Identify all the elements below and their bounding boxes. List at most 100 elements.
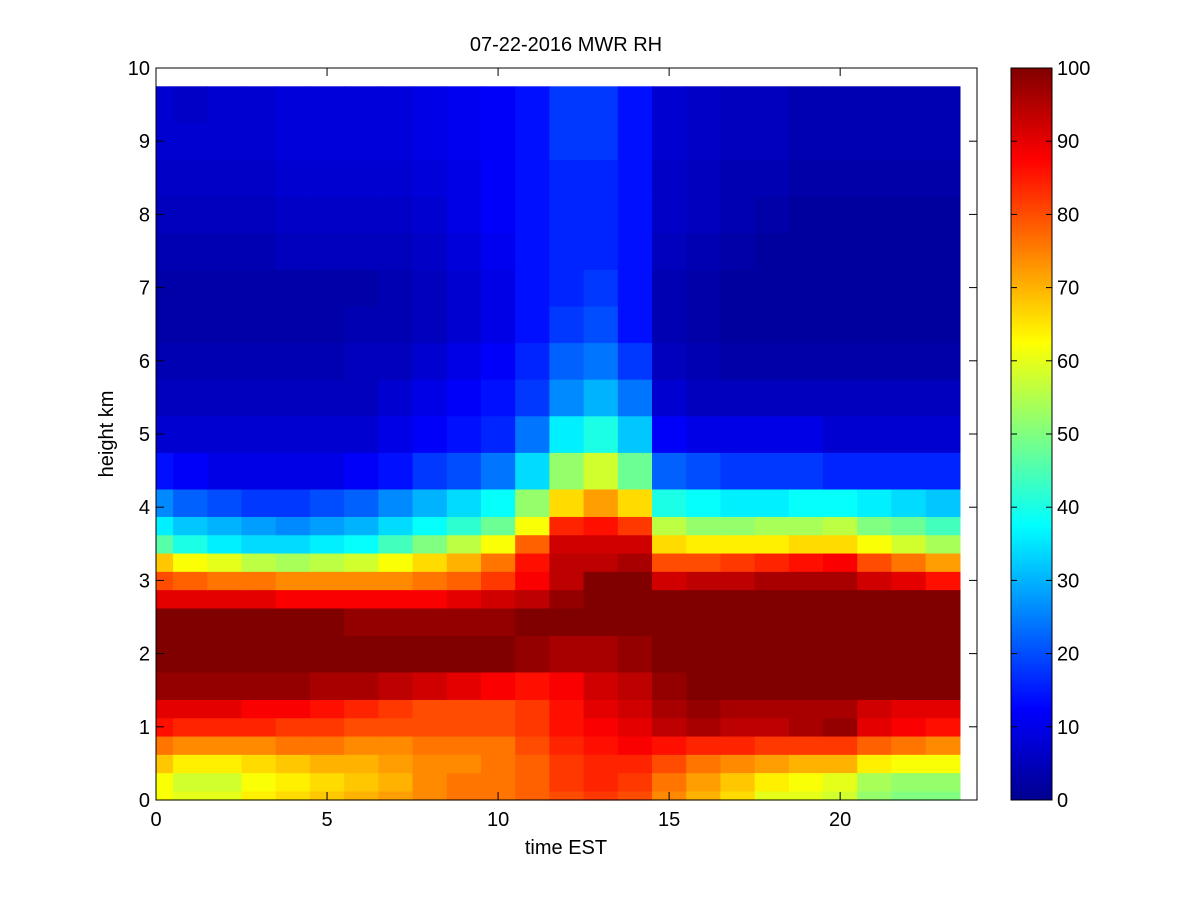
heatmap-cell: [207, 488, 243, 517]
heatmap-cell: [412, 196, 448, 234]
heatmap-cell: [515, 735, 550, 755]
heatmap-cell: [173, 607, 208, 636]
heatmap-cell: [617, 754, 653, 774]
x-tick-label: 0: [150, 809, 161, 831]
heatmap-cell: [754, 671, 790, 700]
heatmap-cell: [652, 571, 687, 591]
heatmap-cell: [241, 699, 277, 719]
heatmap-cell: [720, 717, 756, 737]
heatmap-cell: [412, 717, 448, 737]
heatmap-cell: [412, 86, 448, 124]
heatmap-cell: [788, 488, 824, 517]
heatmap-cell: [583, 122, 619, 161]
heatmap-cell: [754, 717, 790, 737]
heatmap-cell: [207, 552, 243, 572]
y-axis-ticks: 0 1 2 3 4 5 6 7 8 9 10: [128, 58, 977, 812]
heatmap-cell: [720, 122, 756, 161]
heatmap-cell: [378, 699, 414, 719]
heatmap-cell: [583, 671, 619, 700]
y-tick-label: 2: [139, 644, 150, 666]
heatmap-cell: [857, 232, 893, 270]
heatmap-cell: [549, 534, 585, 554]
heatmap-cell: [207, 232, 243, 270]
heatmap-cell: [754, 159, 790, 197]
heatmap-cell: [720, 571, 756, 591]
heatmap-cell: [583, 196, 619, 234]
heatmap-cell: [652, 159, 687, 197]
heatmap-cell: [925, 607, 961, 636]
heatmap-cell: [241, 232, 277, 270]
heatmap-cell: [583, 534, 619, 554]
heatmap-cell: [515, 754, 550, 774]
heatmap-cell: [617, 735, 653, 755]
y-tick-label: 0: [139, 790, 150, 812]
heatmap-cell: [583, 342, 619, 380]
heatmap-cell: [891, 342, 927, 380]
heatmap-cell: [207, 607, 243, 636]
heatmap-cell: [788, 717, 824, 737]
heatmap-cell: [344, 269, 379, 307]
heatmap-cell: [823, 452, 858, 490]
heatmap-cell: [583, 552, 619, 572]
y-tick-label: 9: [139, 131, 150, 153]
heatmap-cell: [446, 635, 482, 673]
heatmap-cell: [207, 635, 243, 673]
heatmap-cell: [241, 452, 277, 490]
heatmap-cell: [891, 534, 927, 554]
heatmap-cell: [754, 342, 790, 380]
heatmap-cell: [617, 534, 653, 554]
heatmap-cell: [754, 415, 790, 453]
heatmap-cell: [515, 772, 550, 792]
heatmap-cell: [823, 488, 858, 517]
heatmap-cell: [275, 735, 311, 755]
heatmap-cell: [275, 772, 311, 792]
heatmap-cell: [309, 86, 345, 124]
heatmap-cell: [275, 342, 311, 380]
heatmap-cell: [652, 772, 687, 792]
heatmap-cell: [156, 269, 174, 307]
heatmap-cell: [549, 552, 585, 572]
heatmap-cell: [480, 159, 516, 197]
heatmap-cell: [378, 452, 414, 490]
heatmap-cell: [207, 415, 243, 453]
heatmap-cell: [583, 232, 619, 270]
heatmap-cell: [480, 772, 516, 792]
heatmap-cell: [480, 552, 516, 572]
heatmap-cell: [412, 342, 448, 380]
heatmap-cell: [241, 735, 277, 755]
heatmap-cell: [275, 415, 311, 453]
heatmap-cell: [309, 671, 345, 700]
heatmap-cell: [412, 305, 448, 344]
y-tick-label: 5: [139, 424, 150, 446]
heatmap-cell: [480, 452, 516, 490]
heatmap-cell: [583, 699, 619, 719]
heatmap-cell: [652, 269, 687, 307]
heatmap-cell: [686, 342, 722, 380]
heatmap-cell: [754, 589, 790, 609]
heatmap-cell: [241, 342, 277, 380]
heatmap-cell: [891, 699, 927, 719]
heatmap-cell: [617, 379, 653, 417]
heatmap-cell: [788, 269, 824, 307]
heatmap-cell: [652, 232, 687, 270]
heatmap-cell: [480, 589, 516, 609]
heatmap-cell: [173, 552, 208, 572]
heatmap-cell: [720, 790, 756, 801]
heatmap-cell: [309, 269, 345, 307]
heatmap-cell: [515, 607, 550, 636]
colorbar-tick-label: 80: [1057, 204, 1079, 226]
colorbar-tick-label: 0: [1057, 790, 1068, 812]
heatmap-cell: [241, 488, 277, 517]
heatmap-cell: [309, 607, 345, 636]
heatmap-cell: [173, 379, 208, 417]
heatmap-cell: [925, 754, 961, 774]
heatmap-cell: [480, 196, 516, 234]
heatmap-cell: [583, 415, 619, 453]
heatmap-cell: [378, 232, 414, 270]
heatmap-cell: [241, 790, 277, 801]
heatmap-cell: [275, 196, 311, 234]
heatmap-cell: [207, 534, 243, 554]
heatmap-cell: [446, 589, 482, 609]
heatmap-cell: [344, 772, 379, 792]
heatmap-cell: [446, 488, 482, 517]
